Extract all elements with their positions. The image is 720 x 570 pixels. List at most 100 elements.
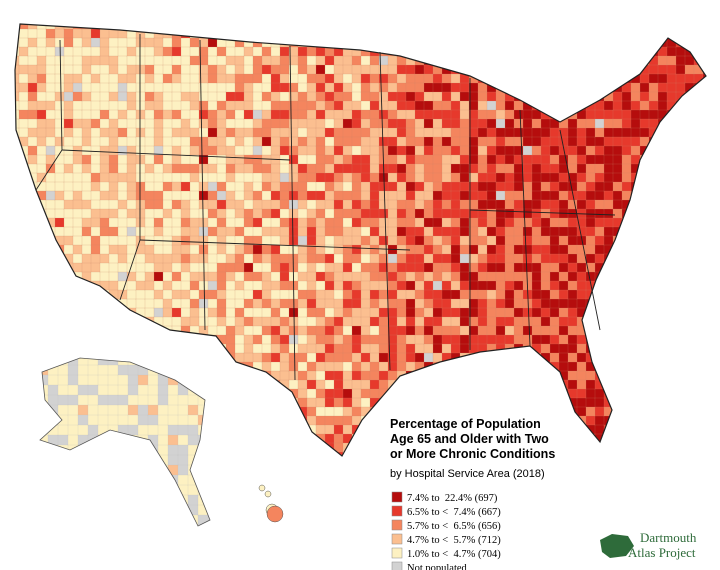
service-area bbox=[279, 28, 290, 39]
service-area bbox=[162, 55, 173, 66]
service-area bbox=[153, 64, 164, 75]
service-area bbox=[486, 217, 497, 228]
service-area bbox=[225, 73, 236, 84]
service-area bbox=[18, 379, 29, 390]
service-area bbox=[522, 55, 533, 66]
service-area bbox=[99, 316, 110, 327]
service-area bbox=[197, 374, 209, 386]
service-area bbox=[97, 374, 109, 386]
service-area bbox=[207, 109, 218, 120]
service-area bbox=[216, 226, 227, 237]
service-area bbox=[72, 91, 83, 102]
service-area bbox=[261, 136, 272, 147]
service-area bbox=[594, 406, 605, 417]
service-area bbox=[405, 397, 416, 408]
service-area bbox=[432, 127, 443, 138]
service-area bbox=[333, 24, 344, 30]
service-area bbox=[189, 172, 200, 183]
service-area bbox=[396, 325, 407, 336]
service-area bbox=[225, 397, 236, 408]
service-area bbox=[576, 64, 587, 75]
service-area bbox=[360, 388, 371, 399]
service-area bbox=[162, 100, 173, 111]
service-area bbox=[97, 514, 109, 526]
service-area bbox=[297, 388, 308, 399]
service-area bbox=[45, 73, 56, 84]
service-area bbox=[603, 136, 614, 147]
service-area bbox=[108, 109, 119, 120]
service-area bbox=[306, 307, 317, 318]
service-area bbox=[45, 325, 56, 336]
service-area bbox=[459, 280, 470, 291]
service-area bbox=[270, 397, 281, 408]
service-area bbox=[612, 136, 623, 147]
service-area bbox=[27, 46, 38, 57]
legend-label: Not populated bbox=[407, 563, 468, 570]
service-area bbox=[207, 253, 218, 264]
service-area bbox=[153, 136, 164, 147]
service-area bbox=[306, 82, 317, 93]
service-area bbox=[405, 334, 416, 345]
service-area bbox=[477, 307, 488, 318]
service-area bbox=[495, 235, 506, 246]
service-area bbox=[144, 334, 155, 345]
service-area bbox=[36, 73, 47, 84]
service-area bbox=[630, 145, 641, 156]
service-area bbox=[288, 334, 299, 345]
service-area bbox=[297, 271, 308, 282]
service-area bbox=[57, 524, 69, 526]
service-area bbox=[279, 46, 290, 57]
service-area bbox=[90, 46, 101, 57]
service-area bbox=[459, 262, 470, 273]
service-area bbox=[126, 127, 137, 138]
service-area bbox=[171, 334, 182, 345]
service-area bbox=[657, 172, 668, 183]
service-area bbox=[423, 208, 434, 219]
service-area bbox=[15, 442, 20, 453]
service-area bbox=[441, 28, 452, 39]
service-area bbox=[495, 181, 506, 192]
service-area bbox=[369, 37, 380, 48]
service-area bbox=[342, 226, 353, 237]
service-area bbox=[477, 82, 488, 93]
service-area bbox=[153, 226, 164, 237]
service-area bbox=[693, 397, 704, 408]
service-area bbox=[639, 316, 650, 327]
service-area bbox=[315, 352, 326, 363]
service-area bbox=[459, 109, 470, 120]
service-area bbox=[351, 109, 362, 120]
service-area bbox=[243, 163, 254, 174]
service-area bbox=[675, 181, 686, 192]
service-area bbox=[549, 433, 560, 444]
service-area bbox=[504, 397, 515, 408]
service-area bbox=[333, 55, 344, 66]
service-area bbox=[127, 394, 139, 406]
service-area bbox=[396, 181, 407, 192]
service-area bbox=[369, 307, 380, 318]
service-area bbox=[135, 136, 146, 147]
service-area bbox=[684, 136, 695, 147]
service-area bbox=[540, 28, 551, 39]
service-area bbox=[477, 127, 488, 138]
service-area bbox=[675, 442, 686, 453]
service-area bbox=[15, 298, 20, 309]
service-area bbox=[72, 298, 83, 309]
service-area bbox=[585, 379, 596, 390]
service-area bbox=[423, 82, 434, 93]
service-area bbox=[297, 208, 308, 219]
service-area bbox=[522, 352, 533, 363]
service-area bbox=[197, 514, 209, 526]
service-area bbox=[87, 474, 99, 486]
service-area bbox=[306, 136, 317, 147]
service-area bbox=[162, 127, 173, 138]
service-area bbox=[414, 91, 425, 102]
service-area bbox=[531, 244, 542, 255]
service-area bbox=[549, 172, 560, 183]
service-area bbox=[414, 82, 425, 93]
service-area bbox=[261, 118, 272, 129]
service-area bbox=[450, 361, 461, 372]
service-area bbox=[72, 253, 83, 264]
service-area bbox=[72, 226, 83, 237]
service-area bbox=[81, 64, 92, 75]
service-area bbox=[270, 343, 281, 354]
